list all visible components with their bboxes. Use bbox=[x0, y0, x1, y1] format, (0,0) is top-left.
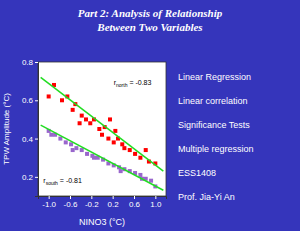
point bbox=[120, 142, 124, 146]
side-text: ESS1408 bbox=[178, 168, 216, 178]
point bbox=[133, 152, 137, 156]
annotation: rsouth = -0.81 bbox=[43, 177, 82, 186]
x-axis-tick: 0.2 bbox=[108, 196, 120, 209]
x-axis: -1.0 -0.6 -0.2 0.2 0.6 1.0 bbox=[39, 196, 167, 209]
annotation: rnorth = -0.83 bbox=[114, 79, 152, 88]
chart: Part 2: Analysis of Relationship Between … bbox=[0, 0, 300, 231]
point bbox=[69, 142, 73, 146]
y-axis-tick: 0.8 bbox=[22, 58, 38, 67]
point bbox=[84, 117, 88, 121]
x-axis-tick-label: 1.0 bbox=[150, 200, 162, 209]
x-axis-tick: -0.2 bbox=[85, 196, 99, 209]
point bbox=[78, 121, 82, 125]
point bbox=[128, 148, 132, 152]
point bbox=[71, 108, 75, 112]
x-axis-tick: -1.0 bbox=[42, 196, 56, 209]
side-text: Linear Regression bbox=[178, 72, 251, 82]
y-axis-tick-mark bbox=[35, 62, 38, 63]
point bbox=[80, 148, 84, 152]
y-axis-tick: 0.2 bbox=[22, 173, 38, 182]
y-axis-tick-mark bbox=[35, 100, 38, 101]
x-axis-tick: 1.0 bbox=[150, 196, 162, 209]
point bbox=[138, 173, 142, 177]
regression-line bbox=[41, 125, 164, 190]
background bbox=[0, 0, 300, 231]
x-axis-tick-label: 0.2 bbox=[108, 200, 120, 209]
x-axis-title: NINO3 (°C) bbox=[79, 217, 125, 227]
point bbox=[149, 179, 153, 183]
annotation-subscript: south bbox=[46, 180, 58, 186]
title-line: Part 2: Analysis of Relationship bbox=[78, 7, 223, 19]
title: Part 2: Analysis of Relationship Between … bbox=[78, 7, 223, 33]
point bbox=[92, 156, 96, 160]
side-text: Prof. Jia-Yi An bbox=[178, 192, 235, 202]
point bbox=[97, 127, 101, 131]
point bbox=[80, 114, 84, 118]
x-axis-tick-mark bbox=[155, 196, 156, 199]
plot-area bbox=[38, 62, 166, 196]
x-axis-tick: -0.6 bbox=[64, 196, 78, 209]
point bbox=[85, 152, 89, 156]
side-text: Multiple regression bbox=[178, 144, 254, 154]
point bbox=[74, 146, 78, 150]
point bbox=[108, 117, 112, 121]
y-axis-tick-mark bbox=[35, 139, 38, 140]
point bbox=[113, 129, 117, 133]
point bbox=[100, 133, 104, 137]
y-axis: 0.2 0.4 0.6 0.8 bbox=[22, 58, 39, 196]
y-axis-tick: 0.4 bbox=[22, 135, 38, 144]
x-axis-tick-mark bbox=[134, 196, 135, 199]
point bbox=[60, 98, 64, 102]
point bbox=[122, 146, 126, 150]
point bbox=[138, 156, 142, 160]
point bbox=[119, 169, 123, 173]
y-axis-title: TPW Amplitude (°C) bbox=[2, 93, 11, 165]
x-axis-tick: 0.6 bbox=[129, 196, 141, 209]
y-axis-tick-label: 0.6 bbox=[22, 96, 34, 105]
y-axis-tick-mark bbox=[35, 177, 38, 178]
point bbox=[112, 140, 116, 144]
x-axis-tick-label: -1.0 bbox=[42, 200, 56, 209]
x-axis-tick-label: -0.2 bbox=[85, 200, 99, 209]
point bbox=[49, 133, 53, 137]
title-line: Between Two Variables bbox=[96, 21, 202, 33]
x-axis-tick-mark bbox=[91, 196, 92, 199]
annotation-text: = -0.81 bbox=[58, 177, 82, 184]
x-axis-tick-mark bbox=[49, 196, 50, 199]
x-axis-tick-label: -0.6 bbox=[64, 200, 78, 209]
y-axis-tick-label: 0.4 bbox=[22, 135, 34, 144]
side-text: Linear correlation bbox=[178, 96, 248, 106]
point bbox=[144, 148, 148, 152]
marks bbox=[41, 77, 164, 190]
side-text: Significance Tests bbox=[178, 120, 250, 130]
point bbox=[106, 137, 110, 141]
y-axis-tick: 0.6 bbox=[22, 96, 38, 105]
x-axis-line bbox=[39, 197, 167, 200]
point bbox=[64, 140, 68, 144]
point bbox=[88, 121, 92, 125]
annotation-text: = -0.83 bbox=[127, 79, 151, 86]
point bbox=[71, 148, 75, 152]
annotation-subscript: north bbox=[116, 82, 128, 88]
y-axis-tick-label: 0.8 bbox=[22, 58, 34, 67]
y-axis-tick-label: 0.2 bbox=[22, 173, 34, 182]
x-axis-tick-mark bbox=[70, 196, 71, 199]
x-axis-tick-mark bbox=[113, 196, 114, 199]
point bbox=[47, 94, 51, 98]
x-axis-tick-label: 0.6 bbox=[129, 200, 141, 209]
y-axis-line bbox=[35, 63, 39, 197]
